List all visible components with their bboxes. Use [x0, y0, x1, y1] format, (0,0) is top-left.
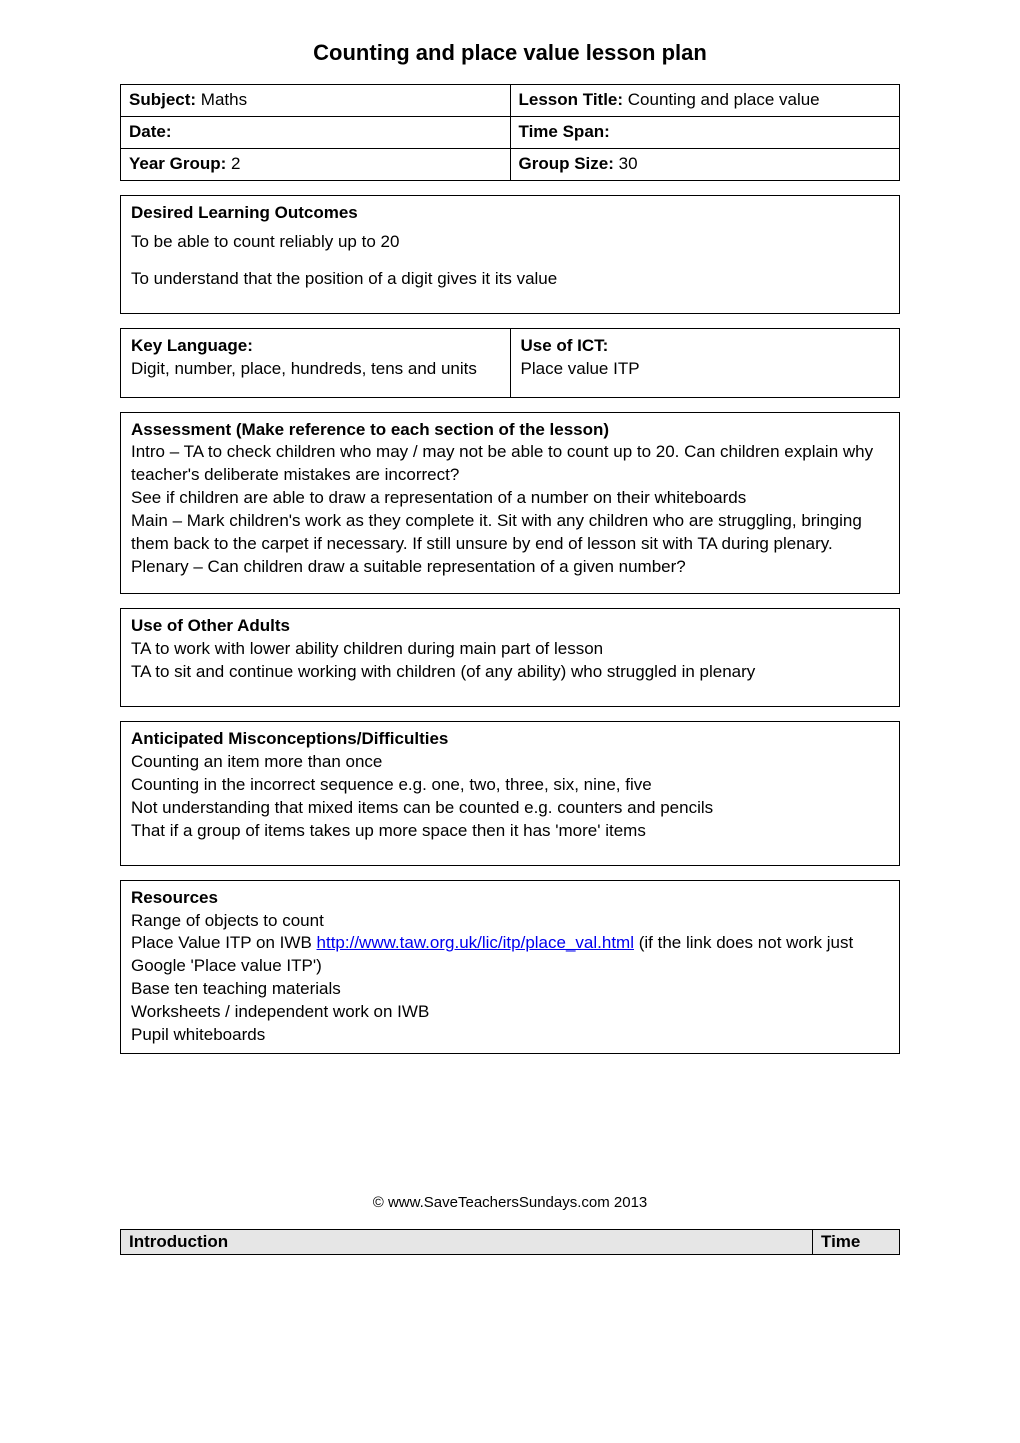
adults-heading: Use of Other Adults [131, 615, 889, 638]
assessment-line2: See if children are able to draw a repre… [131, 487, 889, 510]
assessment-line4: Plenary – Can children draw a suitable r… [131, 556, 889, 579]
resources-line2a: Place Value ITP on IWB [131, 933, 317, 952]
year-group-cell: Year Group: 2 [121, 148, 511, 180]
misconceptions-box: Anticipated Misconceptions/Difficulties … [120, 721, 900, 866]
adults-line1: TA to work with lower ability children d… [131, 638, 889, 661]
subject-value: Maths [196, 90, 247, 109]
outcomes-p1: To be able to count reliably up to 20 [131, 231, 889, 254]
assessment-box: Assessment (Make reference to each secti… [120, 412, 900, 595]
resources-line3: Base ten teaching materials [131, 978, 889, 1001]
miscon-line3: Not understanding that mixed items can b… [131, 797, 889, 820]
time-span-label: Time Span: [519, 122, 610, 141]
outcomes-heading: Desired Learning Outcomes [131, 202, 889, 225]
date-label: Date: [129, 122, 172, 141]
outcomes-p2: To understand that the position of a dig… [131, 268, 889, 291]
group-size-label: Group Size: [519, 154, 614, 173]
assessment-line3: Main – Mark children's work as they comp… [131, 510, 889, 556]
footer-copyright: © www.SaveTeachersSundays.com 2013 [120, 1194, 900, 1211]
key-language-label: Key Language: [131, 335, 500, 358]
lesson-title-label: Lesson Title: [519, 90, 624, 109]
resources-line4: Worksheets / independent work on IWB [131, 1001, 889, 1024]
assessment-line1: Intro – TA to check children who may / m… [131, 441, 889, 487]
group-size-value: 30 [614, 154, 638, 173]
page-title: Counting and place value lesson plan [120, 40, 900, 66]
key-language-text: Digit, number, place, hundreds, tens and… [131, 358, 500, 381]
subject-label: Subject: [129, 90, 196, 109]
lesson-title-value: Counting and place value [623, 90, 820, 109]
keylang-ict-table: Key Language: Digit, number, place, hund… [120, 328, 900, 398]
use-of-ict-label: Use of ICT: [521, 335, 890, 358]
misconceptions-heading: Anticipated Misconceptions/Difficulties [131, 728, 889, 751]
subject-cell: Subject: Maths [121, 85, 511, 117]
time-span-cell: Time Span: [510, 116, 900, 148]
adults-line2: TA to sit and continue working with chil… [131, 661, 889, 684]
adults-box: Use of Other Adults TA to work with lowe… [120, 608, 900, 707]
meta-table: Subject: Maths Lesson Title: Counting an… [120, 84, 900, 181]
lesson-title-cell: Lesson Title: Counting and place value [510, 85, 900, 117]
resources-line1: Range of objects to count [131, 910, 889, 933]
year-group-value: 2 [226, 154, 240, 173]
resources-box: Resources Range of objects to count Plac… [120, 880, 900, 1055]
introduction-label: Introduction [121, 1230, 813, 1255]
resources-heading: Resources [131, 887, 889, 910]
use-of-ict-cell: Use of ICT: Place value ITP [510, 328, 900, 397]
key-language-cell: Key Language: Digit, number, place, hund… [121, 328, 511, 397]
date-cell: Date: [121, 116, 511, 148]
time-label: Time [813, 1230, 900, 1255]
miscon-line2: Counting in the incorrect sequence e.g. … [131, 774, 889, 797]
use-of-ict-text: Place value ITP [521, 358, 890, 381]
miscon-line4: That if a group of items takes up more s… [131, 820, 889, 843]
group-size-cell: Group Size: 30 [510, 148, 900, 180]
miscon-line1: Counting an item more than once [131, 751, 889, 774]
outcomes-box: Desired Learning Outcomes To be able to … [120, 195, 900, 314]
assessment-heading: Assessment (Make reference to each secti… [131, 419, 889, 442]
place-value-link[interactable]: http://www.taw.org.uk/lic/itp/place_val.… [317, 933, 634, 952]
resources-line5: Pupil whiteboards [131, 1024, 889, 1047]
year-group-label: Year Group: [129, 154, 226, 173]
introduction-table: Introduction Time [120, 1229, 900, 1255]
resources-line2: Place Value ITP on IWB http://www.taw.or… [131, 932, 889, 978]
